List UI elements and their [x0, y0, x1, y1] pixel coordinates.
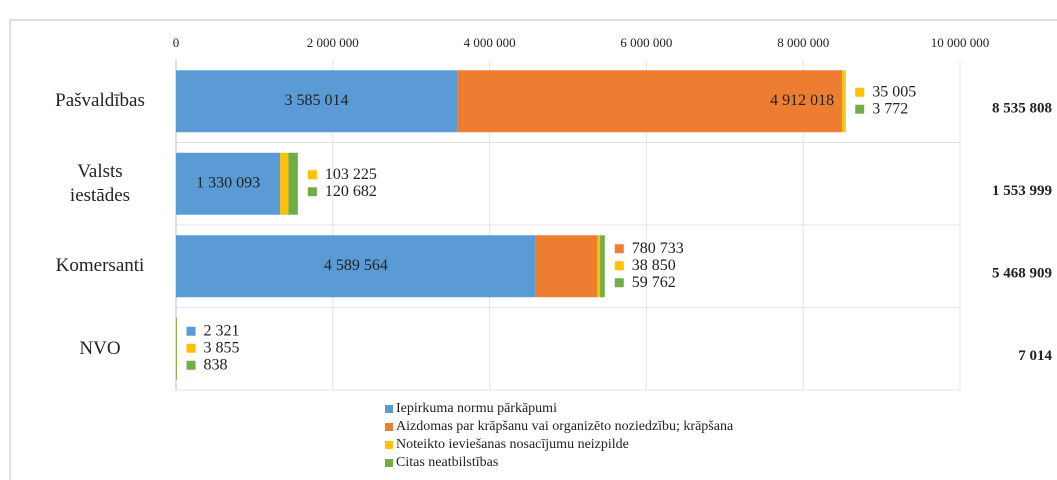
legend-label: Noteikto ieviešanas nosacījumu neizpilde — [396, 437, 629, 452]
value-label: 120 682 — [325, 183, 377, 200]
value-label: 1 330 093 — [196, 174, 260, 191]
x-tick-label: 0 — [173, 35, 180, 50]
legend-key — [385, 423, 393, 431]
value-label: 2 321 — [204, 322, 240, 339]
bar-segment — [176, 317, 177, 380]
category-label: Pašvaldības — [55, 90, 145, 112]
bar-segment — [176, 70, 458, 133]
value-label: 780 733 — [632, 240, 684, 257]
legend-label: Iepirkuma normu pārkāpumi — [396, 401, 557, 416]
x-tick-label: 6 000 000 — [620, 35, 672, 50]
legend-label: Aizdomas par krāpšanu vai organizēto noz… — [396, 419, 734, 434]
bar-segment — [600, 235, 605, 298]
x-tick-label: 4 000 000 — [464, 35, 516, 50]
label-key — [614, 278, 624, 288]
label-key — [855, 87, 865, 97]
value-label: 4 912 018 — [770, 92, 834, 109]
value-label: 3 585 014 — [285, 92, 349, 109]
bar-segment — [535, 235, 598, 298]
category-label: Komersanti — [55, 255, 145, 277]
x-tick-label: 8 000 000 — [777, 35, 829, 50]
bar-segment — [280, 152, 289, 215]
label-key — [614, 261, 624, 271]
bar-segment — [176, 235, 536, 298]
label-key — [614, 244, 624, 254]
x-tick-label: 2 000 000 — [307, 35, 359, 50]
label-key — [186, 343, 196, 353]
label-key — [186, 326, 196, 336]
label-key — [307, 187, 317, 197]
category-label: Valsts iestādes — [69, 160, 131, 206]
value-label: 59 762 — [632, 274, 676, 291]
value-label: 3 855 — [204, 339, 240, 356]
bar-segment — [288, 152, 298, 215]
bar-segment — [176, 317, 177, 380]
value-label: 4 589 564 — [324, 257, 388, 274]
bar-segment — [844, 70, 846, 133]
legend-label: Citas neatbilstības — [396, 455, 498, 470]
total-label: 5 468 909 — [992, 266, 1052, 282]
value-label: 38 850 — [632, 257, 676, 274]
label-key — [186, 360, 196, 370]
legend-key — [385, 441, 393, 449]
legend-key — [385, 459, 393, 467]
chart-frame — [9, 19, 1057, 480]
value-label: 35 005 — [872, 83, 916, 100]
category-label: NVO — [79, 337, 121, 359]
label-key — [855, 104, 865, 114]
total-label: 8 535 808 — [992, 101, 1052, 117]
bar-segment — [597, 235, 601, 298]
value-label: 103 225 — [325, 166, 377, 183]
label-key — [307, 170, 317, 180]
bar-segment — [176, 152, 281, 215]
total-label: 1 553 999 — [992, 183, 1052, 199]
bar-segment — [457, 70, 843, 133]
total-label: 7 014 — [1018, 348, 1052, 364]
value-label: 3 772 — [872, 100, 908, 117]
x-tick-label: 10 000 000 — [931, 35, 990, 50]
legend-key — [385, 405, 393, 413]
value-label: 838 — [204, 356, 228, 373]
bar-segment — [842, 70, 845, 133]
